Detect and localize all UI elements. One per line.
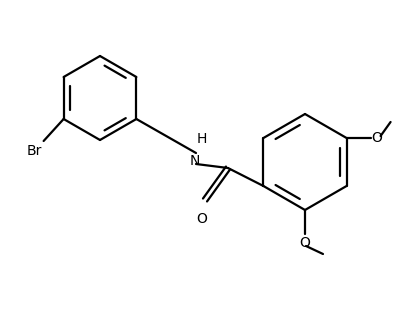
Text: N: N [190,154,200,168]
Text: H: H [197,132,208,146]
Text: Br: Br [26,144,42,158]
Text: O: O [300,236,310,250]
Text: O: O [197,212,208,226]
Text: O: O [371,131,383,145]
